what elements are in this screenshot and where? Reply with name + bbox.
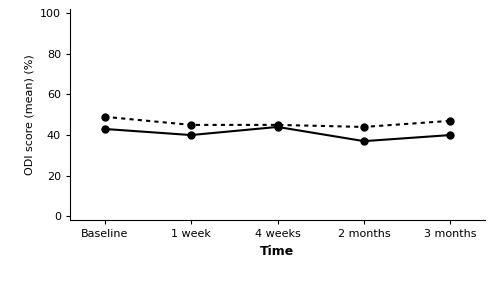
- Placebo: [448, 119, 454, 123]
- Placebo: [188, 123, 194, 127]
- PRF: [188, 133, 194, 137]
- Placebo: [274, 123, 280, 127]
- Line: PRF: PRF: [101, 123, 454, 145]
- PRF: [102, 127, 107, 131]
- X-axis label: Time: Time: [260, 245, 294, 258]
- Placebo: [361, 125, 367, 129]
- Line: Placebo: Placebo: [101, 113, 454, 130]
- Placebo: [102, 115, 107, 119]
- PRF: [361, 139, 367, 143]
- Y-axis label: ODI score (mean) (%): ODI score (mean) (%): [24, 54, 34, 175]
- PRF: [448, 133, 454, 137]
- PRF: [274, 125, 280, 129]
